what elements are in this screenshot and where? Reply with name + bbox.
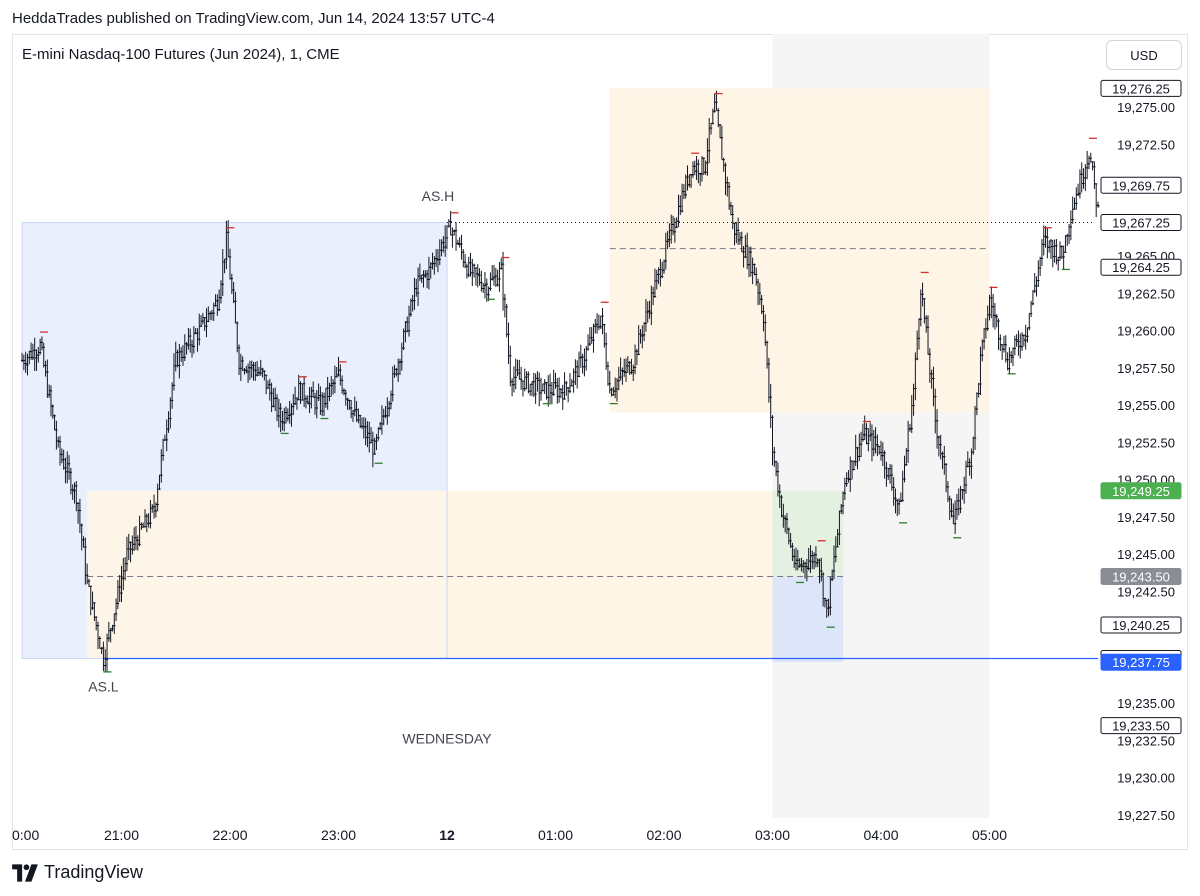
time-tick-label: 21:00 bbox=[104, 827, 139, 843]
price-tick-label: 19,245.00 bbox=[1117, 547, 1175, 562]
candles-layer bbox=[20, 90, 1100, 673]
time-tick-label: 22:00 bbox=[212, 827, 247, 843]
price-badge-label: 19,269.75 bbox=[1112, 178, 1170, 193]
price-tick-label: 19,230.00 bbox=[1117, 771, 1175, 786]
price-badge-label: 19,240.25 bbox=[1112, 618, 1170, 633]
time-tick-label: 01:00 bbox=[538, 827, 573, 843]
tradingview-logo-icon bbox=[12, 863, 38, 882]
publisher-line: HeddaTrades published on TradingView.com… bbox=[12, 10, 495, 27]
price-badge-outline bbox=[1100, 79, 1182, 97]
price-badge-label: 19,233.50 bbox=[1112, 719, 1170, 734]
time-tick-label: 0:00 bbox=[12, 827, 39, 843]
time-tick-label: 05:00 bbox=[972, 827, 1007, 843]
price-tick-label: 19,247.50 bbox=[1117, 510, 1175, 525]
time-tick-label: 04:00 bbox=[863, 827, 898, 843]
price-badge-gray bbox=[1100, 568, 1182, 586]
price-badge-label: 19,267.25 bbox=[1112, 216, 1170, 231]
price-tick-label: 19,255.00 bbox=[1117, 398, 1175, 413]
zone-london-session bbox=[609, 88, 990, 413]
symbol-title: E-mini Nasdaq-100 Futures (Jun 2024), 1,… bbox=[22, 46, 340, 63]
time-tick-label: 03:00 bbox=[755, 827, 790, 843]
time-tick-label: 02:00 bbox=[646, 827, 681, 843]
zone-asia-lower-zone bbox=[87, 490, 773, 659]
time-axis: 0:00 21:00 22:00 23:00 12 01:00 02:00 03:00 04:0… bbox=[12, 827, 1007, 843]
price-badge-outline bbox=[1100, 717, 1182, 735]
price-badge-label: 19,264.25 bbox=[1112, 260, 1170, 275]
price-tick-label: 19,275.00 bbox=[1117, 100, 1175, 115]
price-badge-outline bbox=[1100, 214, 1182, 232]
brand-name: TradingView bbox=[44, 862, 144, 882]
annotation-as-l: AS.L bbox=[88, 678, 119, 694]
annotation-as-h: AS.H bbox=[422, 188, 455, 204]
price-tick-label: 19,252.50 bbox=[1117, 435, 1175, 450]
time-tick-label: 12 bbox=[439, 827, 455, 843]
chart-frame bbox=[12, 34, 1188, 850]
price-tick-label: 19,227.50 bbox=[1117, 808, 1175, 823]
levels-layer bbox=[87, 222, 1098, 660]
price-badge-outline bbox=[1100, 258, 1182, 276]
currency-button[interactable]: USD bbox=[1106, 40, 1182, 70]
price-tick-label: 19,257.50 bbox=[1117, 361, 1175, 376]
price-badge-label: 19,243.50 bbox=[1112, 570, 1170, 585]
annotations-layer: AS.H AS.L WEDNESDAY bbox=[88, 188, 492, 747]
zones-layer bbox=[21, 34, 990, 818]
price-tick-label: 19,260.00 bbox=[1117, 324, 1175, 339]
price-badge-outline bbox=[1100, 616, 1182, 634]
price-badge-label: 19,249.25 bbox=[1112, 484, 1170, 499]
price-tick-label: 19,235.00 bbox=[1117, 696, 1175, 711]
price-tick-label: 19,242.50 bbox=[1117, 584, 1175, 599]
annotation-wednesday: WEDNESDAY bbox=[402, 730, 492, 746]
price-tick-label: 19,232.50 bbox=[1117, 733, 1175, 748]
tradingview-brand[interactable]: TradingView bbox=[12, 862, 143, 883]
price-badge-outline bbox=[1100, 176, 1182, 194]
time-tick-label: 23:00 bbox=[321, 827, 356, 843]
price-tick-label: 19,272.50 bbox=[1117, 137, 1175, 152]
price-badge-blue bbox=[1100, 653, 1182, 671]
price-badge-green bbox=[1100, 482, 1182, 500]
price-axis: 19,275.0019,272.5019,267.2519,265.0019,2… bbox=[1100, 79, 1182, 823]
zone-fvg-green bbox=[772, 490, 844, 577]
zone-fvg-blue bbox=[772, 576, 844, 663]
price-tick-label: 19,262.50 bbox=[1117, 286, 1175, 301]
price-badge-label: 19,276.25 bbox=[1112, 81, 1170, 96]
price-badge-label: 19,237.75 bbox=[1112, 655, 1170, 670]
